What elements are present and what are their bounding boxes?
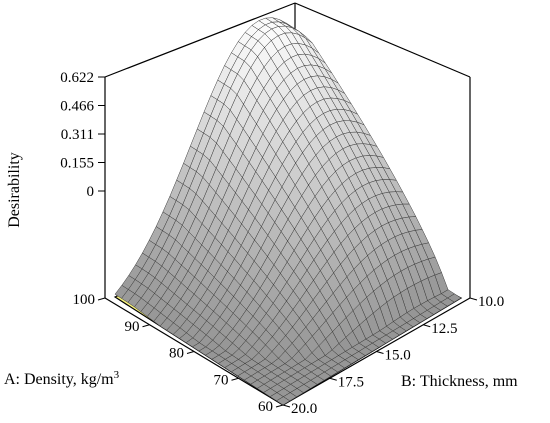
thickness-tick-mark	[282, 404, 291, 408]
thickness-tick-label: 17.5	[338, 374, 364, 390]
density-tick-mark	[231, 377, 239, 381]
desirability-surface	[114, 17, 462, 406]
thickness-tick-mark	[376, 351, 384, 354]
density-tick-mark	[97, 297, 106, 301]
density-tick-label: 100	[73, 292, 96, 308]
z-axis-label: Desirability	[6, 152, 23, 228]
density-tick-mark	[142, 324, 150, 328]
density-axis-label-sup: 3	[114, 369, 120, 381]
density-tick-label: 60	[258, 399, 273, 415]
z-tick-label: 0.622	[60, 70, 94, 86]
z-axis-ticks: 0.622 0.466 0.311 0.155 0	[60, 70, 105, 200]
density-tick-label: 90	[125, 319, 140, 335]
z-tick-label: 0	[87, 184, 95, 200]
density-axis-ticks: 100 90 80 70 60	[73, 292, 284, 415]
z-tick-label: 0.466	[60, 99, 94, 115]
thickness-axis-ticks: 10.0 12.5 15.0 17.5 20.0	[282, 294, 504, 417]
thickness-tick-mark	[423, 324, 431, 328]
z-tick-label: 0.155	[60, 156, 94, 172]
density-tick-label: 70	[214, 372, 229, 388]
thickness-tick-mark	[469, 297, 478, 301]
thickness-tick-mark	[329, 377, 337, 381]
density-axis-label: A: Density, kg/m3	[4, 369, 120, 388]
density-tick-mark	[275, 404, 284, 408]
density-tick-mark	[186, 351, 195, 354]
density-axis-label-text: A: Density, kg/m	[4, 371, 114, 388]
thickness-axis-label: B: Thickness, mm	[401, 373, 518, 390]
frame-back-left-top	[104, 2, 296, 78]
frame-back-right-top	[294, 2, 471, 78]
thickness-tick-label: 10.0	[478, 294, 504, 310]
thickness-tick-label: 12.5	[431, 321, 457, 337]
surface-facet	[276, 396, 291, 406]
thickness-tick-label: 15.0	[385, 348, 411, 364]
thickness-tick-label: 20.0	[291, 401, 317, 417]
z-tick-label: 0.311	[61, 127, 94, 143]
density-tick-label: 80	[169, 346, 184, 362]
